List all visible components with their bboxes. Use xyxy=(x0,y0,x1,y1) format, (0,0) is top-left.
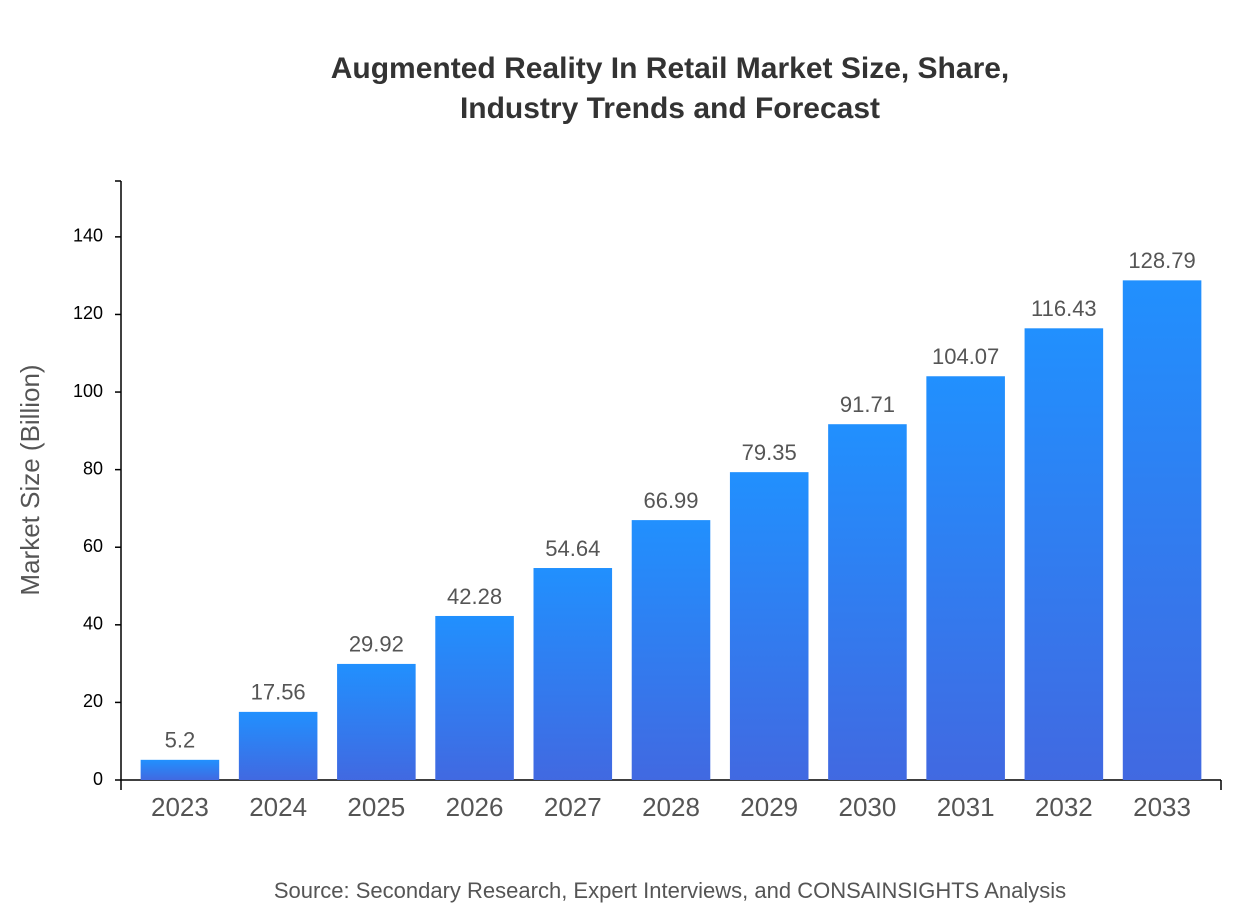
x-tick-label: 2028 xyxy=(642,792,700,822)
y-tick-label: 40 xyxy=(83,614,103,634)
y-tick-label: 140 xyxy=(73,226,103,246)
bar xyxy=(631,520,711,780)
x-tick-label: 2033 xyxy=(1133,792,1191,822)
value-label: 104.07 xyxy=(932,344,999,369)
value-label: 17.56 xyxy=(251,680,306,705)
bar xyxy=(926,376,1005,780)
x-tick-label: 2032 xyxy=(1035,792,1093,822)
value-label: 128.79 xyxy=(1128,248,1195,273)
bar xyxy=(533,568,613,780)
bar xyxy=(140,759,220,780)
source-note: Source: Secondary Research, Expert Inter… xyxy=(274,878,1066,903)
bar xyxy=(337,663,416,780)
bar xyxy=(729,472,809,780)
bar xyxy=(828,424,907,780)
value-label: 79.35 xyxy=(742,440,797,465)
chart-title: Augmented Reality In Retail Market Size,… xyxy=(331,52,1010,85)
x-tick-label: 2030 xyxy=(839,792,897,822)
y-tick-label: 20 xyxy=(83,691,103,711)
bar xyxy=(435,615,514,780)
chart-title: Industry Trends and Forecast xyxy=(460,92,880,125)
bar xyxy=(1024,328,1104,780)
y-tick-label: 100 xyxy=(73,381,103,401)
y-tick-label: 0 xyxy=(93,769,103,789)
x-tick-label: 2026 xyxy=(446,792,504,822)
y-tick-label: 80 xyxy=(83,458,103,478)
y-tick-label: 120 xyxy=(73,303,103,323)
x-tick-label: 2029 xyxy=(740,792,798,822)
y-tick-label: 60 xyxy=(83,536,103,556)
value-label: 54.64 xyxy=(545,536,600,561)
value-label: 116.43 xyxy=(1031,296,1097,321)
x-tick-label: 2024 xyxy=(249,792,307,822)
x-tick-label: 2027 xyxy=(544,792,602,822)
x-tick-label: 2025 xyxy=(347,792,405,822)
x-tick-label: 2031 xyxy=(937,792,995,822)
x-tick-label: 2023 xyxy=(151,792,209,822)
value-label: 66.99 xyxy=(643,488,698,513)
y-axis-label: Market Size (Billion) xyxy=(15,364,45,595)
bar xyxy=(1122,280,1202,780)
value-label: 29.92 xyxy=(349,632,404,657)
value-label: 5.2 xyxy=(165,728,196,753)
value-label: 42.28 xyxy=(447,584,502,609)
value-label: 91.71 xyxy=(840,392,895,417)
bar xyxy=(238,711,318,780)
